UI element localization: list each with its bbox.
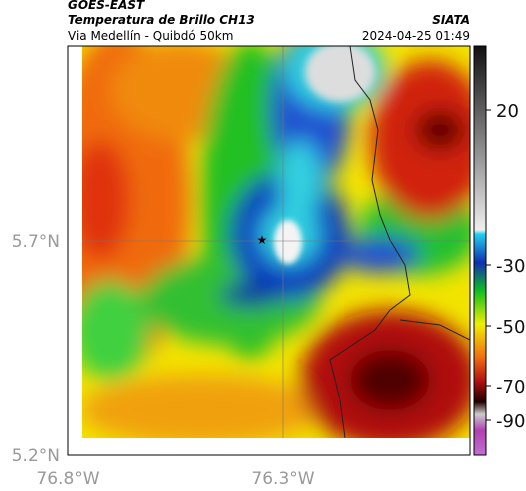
location: Via Medellín - Quibdó 50km: [68, 29, 233, 43]
colorbar-tick-label: -50: [496, 317, 525, 338]
satellite: GOES-EAST: [68, 0, 145, 12]
svg-text:★: ★: [257, 233, 268, 247]
datetime: 2024-04-25 01:49: [362, 29, 470, 43]
source: SIATA: [432, 13, 470, 27]
latitude-label: 5.7°N: [12, 232, 60, 252]
latitude-label: 5.2°N: [12, 446, 60, 466]
longitude-label: 76.8°W: [36, 469, 99, 489]
colorbar-tick-label: 20: [496, 101, 519, 122]
longitude-label: 76.3°W: [251, 469, 314, 489]
colorbar-tick-label: -90: [496, 411, 525, 432]
colorbar-tick-label: -70: [496, 377, 525, 398]
colorbar-tick-label: -30: [496, 256, 525, 277]
product: Temperatura de Brillo CH13: [68, 13, 255, 27]
temperature-field: ★: [82, 46, 470, 438]
